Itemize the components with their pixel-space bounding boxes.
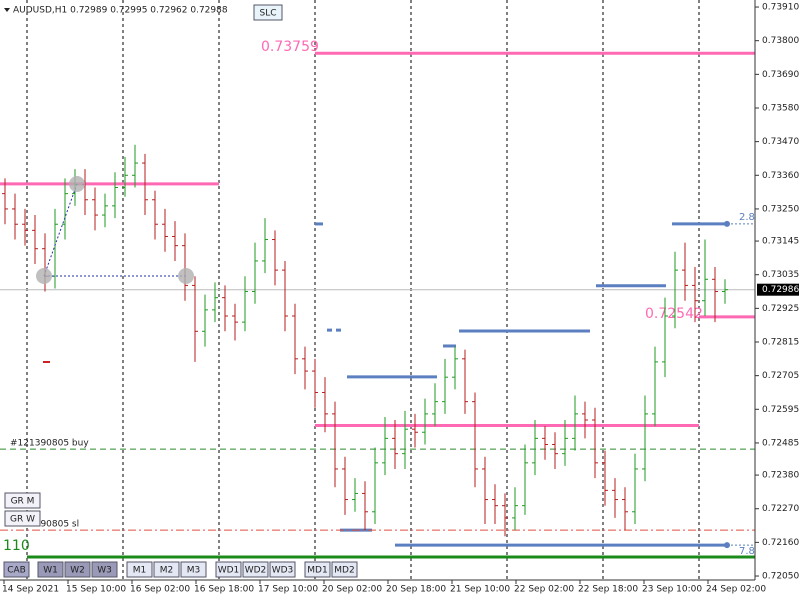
period-button-bg[interactable] [91,561,118,578]
y-tick-label: 0.73145 [762,237,799,247]
y-tick-label: 0.73910 [762,3,799,13]
slc-button-bg[interactable] [253,4,283,21]
side-button-bg[interactable] [4,492,41,509]
level-handle [724,220,730,227]
x-tick-label: 14 Sep 2021 [2,585,59,595]
anchor-point [69,176,85,192]
period-button-bg[interactable] [269,561,296,578]
period-button-label[interactable]: M3 [187,566,201,576]
side-button[interactable]: GR M [4,492,41,509]
period-button[interactable]: MD2 [331,561,358,578]
period-button-label[interactable]: CAB [7,566,26,576]
period-button[interactable]: MD1 [304,561,331,578]
x-tick-label: 20 Sep 18:00 [386,585,446,595]
trend-line [43,183,78,277]
y-tick-label: 0.72160 [762,538,799,548]
chart-title: AUDUSD,H1 0.72989 0.72995 0.72962 0.7298… [13,6,228,16]
period-button-bg[interactable] [180,561,207,578]
level-label: 0.73759 [261,39,319,55]
period-button-bg[interactable] [3,561,30,578]
x-tick-label: 22 Sep 18:00 [578,585,638,595]
x-tick-label: 20 Sep 02:00 [322,585,382,595]
period-button-bg[interactable] [64,561,91,578]
period-button-label[interactable]: W3 [97,566,112,576]
y-tick-label: 0.73580 [762,103,799,113]
side-button-label[interactable]: GR M [11,497,35,507]
period-button-bg[interactable] [37,561,64,578]
period-button-label[interactable]: W1 [43,566,58,576]
trend-objects [36,176,194,363]
x-tick-label: 15 Sep 10:00 [66,585,126,595]
period-button-label[interactable]: MD2 [334,566,354,576]
y-tick-label: 0.73800 [762,36,799,46]
y-tick-label: 0.72380 [762,471,799,481]
x-tick-label: 16 Sep 02:00 [130,585,190,595]
period-button[interactable]: W1 [37,561,64,578]
period-button[interactable]: W3 [91,561,118,578]
x-tick-label: 22 Sep 02:00 [514,585,574,595]
level-handle [724,542,730,549]
period-button[interactable]: CAB [3,561,30,578]
side-button-bg[interactable] [4,510,41,527]
level-label: 110 [3,538,30,554]
y-tick-label: 0.72705 [762,371,799,381]
current-price-label: 0.72986 [762,285,799,295]
side-button[interactable]: GR W [4,510,41,527]
period-button-label[interactable]: WD1 [218,566,240,576]
period-button-bg[interactable] [215,561,242,578]
period-button-bg[interactable] [242,561,269,578]
title-arrow [4,8,10,12]
anchor-point [178,268,194,284]
y-tick-label: 0.72595 [762,405,799,415]
x-tick-label: 24 Sep 02:00 [706,585,766,595]
period-button[interactable]: M3 [180,561,207,578]
period-button-bg[interactable] [126,561,153,578]
y-tick-label: 0.72815 [762,338,799,348]
period-button-label[interactable]: M2 [160,566,174,576]
side-button-label[interactable]: GR W [10,515,35,525]
level-label: #121390805 sl [10,520,79,530]
y-tick-label: 0.73250 [762,204,799,214]
period-button-label[interactable]: MD1 [307,566,327,576]
period-button[interactable]: M1 [126,561,153,578]
x-tick-label: 23 Sep 10:00 [642,585,702,595]
period-button-label[interactable]: M1 [133,566,147,576]
period-button-label[interactable]: W2 [70,566,85,576]
ui-layer: SLC GR M GR W CAB W1 W2 W3 M1 M2 M3 WD1 WD2 WD3 MD1 MD… [3,4,358,578]
period-button[interactable]: WD3 [269,561,296,578]
y-tick-label: 0.72270 [762,504,799,514]
period-button-bg[interactable] [153,561,180,578]
y-tick-label: 0.73360 [762,171,799,181]
level-label: 2.8 [739,212,755,223]
y-tick-label: 0.73470 [762,137,799,147]
period-button[interactable]: WD1 [215,561,242,578]
period-button[interactable]: M2 [153,561,180,578]
anchor-point [36,268,52,284]
slc-button-label[interactable]: SLC [259,9,276,19]
x-tick-label: 17 Sep 10:00 [258,585,318,595]
slc-button[interactable]: SLC [253,4,283,21]
levels-layer: 0.73759 0.72542 2.8 7.8 #121390805 buy #12139… [0,39,755,559]
level-label: #121390805 buy [10,439,89,449]
x-tick-label: 21 Sep 10:00 [450,585,510,595]
level-label: 7.8 [739,546,755,557]
candles-layer [2,144,728,537]
period-button-label[interactable]: WD3 [272,566,294,576]
y-tick-label: 0.73035 [762,270,799,280]
period-button-label[interactable]: WD2 [245,566,267,576]
level-label: 0.72542 [645,306,703,322]
y-tick-label: 0.72485 [762,438,799,448]
period-button[interactable]: WD2 [242,561,269,578]
current-price-box [757,283,799,296]
y-tick-label: 0.72050 [762,572,799,582]
x-tick-label: 16 Sep 18:00 [194,585,254,595]
period-button-bg[interactable] [331,561,358,578]
y-tick-label: 0.73690 [762,70,799,80]
period-button[interactable]: W2 [64,561,91,578]
y-tick-label: 0.72925 [762,304,799,314]
period-button-bg[interactable] [304,561,331,578]
